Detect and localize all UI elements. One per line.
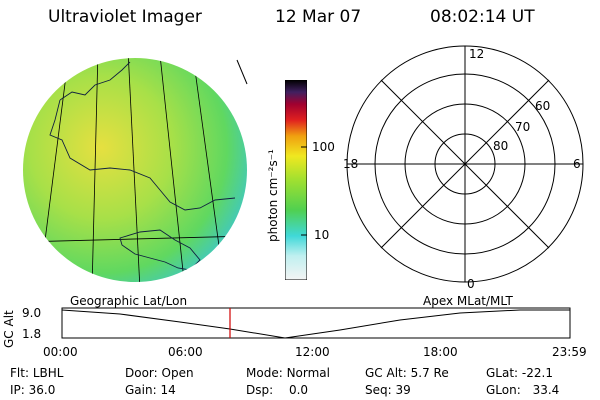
altitude-curve bbox=[61, 309, 570, 339]
lat-label-60: 60 bbox=[535, 99, 550, 113]
xtick-1800: 18:00 bbox=[423, 345, 458, 359]
uv-image-panel bbox=[23, 58, 248, 282]
mlt-label-18: 18 bbox=[343, 157, 358, 171]
mlt-label-6: 6 bbox=[573, 157, 581, 171]
glat-status: GLat: -22.1 bbox=[486, 366, 553, 380]
xtick-2359: 23:59 bbox=[552, 345, 587, 359]
door-status: Door: Open bbox=[125, 366, 194, 380]
filter-status: Flt: LBHL bbox=[10, 366, 64, 380]
app-title: Ultraviolet Imager bbox=[48, 7, 202, 27]
glon-status: GLon: 33.4 bbox=[486, 383, 560, 397]
xtick-0600: 06:00 bbox=[168, 345, 203, 359]
polar-mlt-plot: 12 18 6 0 60 70 80 bbox=[343, 45, 584, 290]
colorbar-tick-100: 100 bbox=[312, 140, 335, 154]
geographic-label: Geographic Lat/Lon bbox=[70, 294, 188, 308]
mode-status: Mode: Normal bbox=[246, 366, 330, 380]
apex-label: Apex MLat/MLT bbox=[423, 294, 513, 308]
alt-ylabel: GC Alt bbox=[2, 310, 16, 348]
time-label: 08:02:14 UT bbox=[430, 7, 535, 27]
mlt-label-0: 0 bbox=[467, 277, 475, 290]
lat-label-80: 80 bbox=[493, 139, 508, 153]
xtick-0000: 00:00 bbox=[43, 345, 78, 359]
colorbar-tick-10: 10 bbox=[314, 228, 330, 242]
color-scale-bar bbox=[285, 80, 307, 280]
altitude-timeline: 9.0 1.8 bbox=[22, 306, 571, 341]
date-label: 12 Mar 07 bbox=[275, 7, 362, 27]
ip-status: IP: 36.0 bbox=[10, 383, 56, 397]
alt-ytick-top: 9.0 bbox=[22, 306, 41, 320]
dsp-status: Dsp: 0.0 bbox=[246, 383, 309, 397]
mlt-label-12: 12 bbox=[469, 47, 484, 61]
alt-ytick-bottom: 1.8 bbox=[22, 327, 41, 341]
lat-label-70: 70 bbox=[515, 120, 530, 134]
earth-disk bbox=[23, 58, 247, 282]
gain-status: Gain: 14 bbox=[125, 383, 176, 397]
seq-status: Seq: 39 bbox=[365, 383, 411, 397]
colorbar-units-label: photon cm⁻²s⁻¹ bbox=[266, 149, 280, 242]
gc-alt-status: GC Alt: 5.7 Re bbox=[365, 366, 449, 380]
xtick-1200: 12:00 bbox=[295, 345, 330, 359]
